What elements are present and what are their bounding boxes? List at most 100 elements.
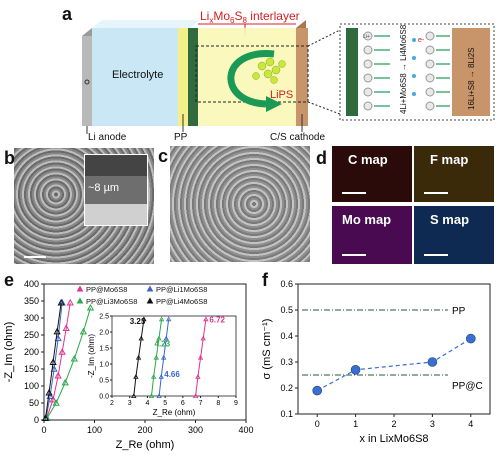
data-point (350, 365, 361, 375)
inset-data-point (158, 373, 164, 379)
y-axis-label: -Z_Im (ohm) (3, 322, 15, 383)
y-tick-label: 0.4 (280, 331, 293, 341)
inset-y-tick-label: 0.5 (99, 378, 109, 385)
inset-data-point (148, 393, 155, 398)
inset-data-point (138, 335, 144, 341)
inset-data-point (161, 354, 167, 360)
reaction-left: 4Li+Mo6S8 → Li4Mo6S8 (399, 24, 408, 114)
pp-label: PP (174, 132, 188, 143)
data-point (41, 414, 50, 422)
elemental-map-c: C map (332, 146, 412, 202)
inset-data-point (156, 393, 162, 398)
data-point (58, 348, 66, 355)
panel-label-f: f (262, 270, 268, 290)
inset-x-tick-label: 4 (145, 400, 149, 407)
inset-data-point (203, 316, 209, 322)
inset-data-point (156, 335, 162, 341)
x-tick-label: 0 (315, 419, 320, 429)
inset-y-tick-label: 2.5 (99, 314, 109, 321)
data-point (66, 298, 74, 306)
legend-marker (146, 285, 154, 292)
inset-frame (111, 315, 237, 397)
pp-separator (178, 28, 188, 126)
inset-annotation: 6.72 (209, 315, 225, 324)
panel-label-c: c (158, 146, 169, 166)
legend-entry: PP@Li4Mo6S8 (156, 297, 207, 306)
inset-data-point (135, 354, 142, 360)
inset-x-axis-label: Z_Re (ohm) (153, 408, 196, 417)
y-tick-label: 100 (24, 381, 39, 391)
battery-schematic: LixMo6S8 interlayer Electrolyte LiPS Li … (82, 9, 495, 143)
data-point (61, 378, 69, 386)
y-tick-label: 0.1 (280, 409, 293, 419)
elemental-map-f: F map (414, 146, 494, 202)
map-scalebar-f (424, 192, 448, 194)
sem-surface-c (170, 146, 310, 262)
ion-label: Li+ (363, 34, 370, 40)
y-tick-label: 50 (29, 398, 39, 408)
elemental-map-mo: Mo map (332, 206, 412, 264)
map-label-mo: Mo map (342, 212, 392, 227)
x-axis-label: Z_Re (ohm) (116, 439, 175, 451)
data-point (466, 333, 476, 344)
data-point (45, 388, 53, 396)
lips-label: LiPS (270, 89, 293, 101)
y-tick-label: 0.5 (280, 305, 293, 315)
inset-series-line-0 (133, 319, 145, 397)
sem-inset-b (84, 154, 148, 226)
cathode-label: C/S cathode (270, 132, 325, 143)
lips-arrow (227, 50, 275, 108)
inset-data-point (141, 316, 147, 322)
y-tick-label: 400 (24, 279, 39, 289)
conductivity-chart: 0 1 2 3 4 0.1 0.2 0.3 0.4 0.5 0.6 x in LixMo6S8 σ (m… (261, 279, 491, 445)
data-point (57, 298, 65, 306)
legend-entry: PP@Mo6S8 (86, 285, 127, 294)
inset-y-tick-label: 1.5 (99, 346, 109, 353)
x-tick-label: 400 (238, 425, 253, 435)
y-tick-label: 200 (24, 347, 39, 357)
inset-data-point (133, 373, 139, 379)
x-tick-label: 3 (430, 419, 435, 429)
inset-data-point (200, 335, 206, 341)
inset-series-line-1 (151, 319, 163, 397)
panel-label-e: e (4, 270, 15, 290)
map-label-c: C map (348, 152, 388, 167)
data-point (52, 399, 60, 406)
data-point (53, 327, 61, 335)
map-label-f: F map (430, 152, 469, 167)
inset-series-line-3 (195, 319, 207, 397)
inset-data-point (195, 373, 201, 379)
data-point (312, 385, 323, 396)
eis-nyquist-chart: 0 100 200 300 400 0 50 100 150 200 250 300 350 400 Z_R… (3, 279, 254, 451)
legend-entry: PP@Li3Mo6S8 (86, 297, 137, 306)
inset-data-point (150, 373, 157, 379)
data-point (86, 303, 95, 311)
y-tick-label: 0.6 (280, 279, 293, 289)
electron-label: e- (418, 37, 425, 44)
inset-x-tick-label: 9 (234, 400, 238, 407)
inset-data-point (192, 393, 199, 398)
data-point (70, 354, 78, 362)
inset-x-tick-label: 6 (181, 400, 185, 407)
x-tick-label: 300 (188, 425, 203, 435)
inset-series-line-2 (158, 319, 170, 397)
map-scalebar-s (424, 254, 448, 256)
y-tick-label: 0.3 (280, 357, 293, 367)
data-point (62, 324, 70, 331)
x-tick-label: 2 (391, 419, 396, 429)
data-point (54, 371, 62, 379)
inset-data-point (131, 393, 137, 398)
inset-x-tick-label: 3 (128, 400, 132, 407)
series-line-0 (316, 338, 472, 392)
y-tick-label: 300 (24, 313, 39, 323)
interlayer-title: LixMo6S8 interlayer (200, 9, 300, 25)
inset-x-tick-label: 5 (163, 400, 167, 407)
inset-annotation: 3.23 (130, 317, 146, 326)
series-line-3 (45, 302, 62, 419)
y-tick-label: 250 (24, 330, 39, 340)
y-tick-label: 150 (24, 364, 39, 374)
x-tick-label: 100 (87, 425, 102, 435)
x-axis-label: x in LixMo6S8 (359, 433, 428, 445)
inset-data-point (153, 354, 159, 360)
inset-y-tick-label: 1.0 (99, 362, 109, 369)
